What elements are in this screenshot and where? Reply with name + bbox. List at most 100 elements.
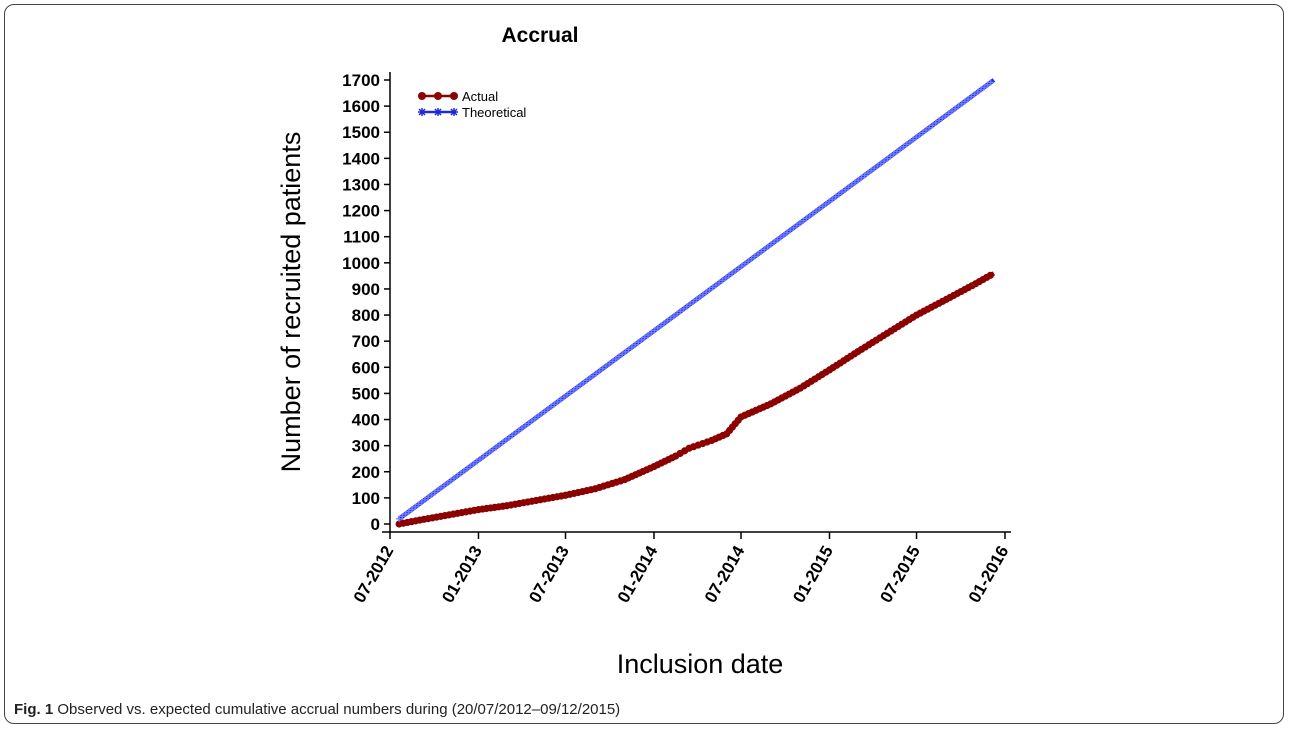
marker-theoretical (693, 296, 700, 303)
marker-theoretical (421, 496, 428, 503)
marker-theoretical (638, 336, 645, 343)
marker-theoretical (541, 408, 548, 415)
marker-theoretical (906, 139, 913, 146)
marker-theoretical (677, 308, 684, 315)
marker-theoretical (722, 274, 729, 281)
marker-theoretical (984, 81, 991, 88)
marker-theoretical (813, 208, 820, 215)
marker-theoretical (667, 315, 674, 322)
legend-label-theoretical: Theoretical (462, 105, 526, 120)
marker-theoretical (816, 205, 823, 212)
marker-theoretical (564, 391, 571, 398)
marker-theoretical (522, 422, 529, 429)
marker-theoretical (648, 329, 655, 336)
marker-theoretical (412, 503, 419, 510)
marker-theoretical (903, 141, 910, 148)
marker-theoretical (858, 174, 865, 181)
marker-theoretical (855, 177, 862, 184)
marker-theoretical (787, 227, 794, 234)
marker-theoretical (622, 348, 629, 355)
x-tick-label: 07-2014 (701, 542, 749, 606)
marker-theoretical (632, 341, 639, 348)
marker-theoretical (535, 413, 542, 420)
y-tick-label: 700 (352, 332, 380, 351)
y-tick-label: 1600 (342, 97, 380, 116)
x-tick-label: 07-2012 (350, 543, 398, 607)
y-tick-label: 800 (352, 306, 380, 325)
marker-theoretical (777, 234, 784, 241)
legend-marker-theoretical (450, 108, 458, 116)
marker-theoretical (916, 131, 923, 138)
marker-theoretical (974, 88, 981, 95)
marker-theoretical (971, 91, 978, 98)
marker-theoretical (961, 98, 968, 105)
marker-theoretical (544, 406, 551, 413)
marker-theoretical (700, 291, 707, 298)
marker-theoretical (842, 186, 849, 193)
marker-theoretical (764, 243, 771, 250)
legend-marker-theoretical (434, 108, 442, 116)
marker-theoretical (822, 201, 829, 208)
marker-theoretical (987, 79, 994, 86)
marker-theoretical (583, 377, 590, 384)
marker-theoretical (674, 310, 681, 317)
marker-theoretical (848, 181, 855, 188)
marker-theoretical (939, 115, 946, 122)
marker-theoretical (470, 460, 477, 467)
y-tick-label: 900 (352, 280, 380, 299)
marker-theoretical (835, 191, 842, 198)
marker-theoretical (742, 260, 749, 267)
marker-theoretical (567, 389, 574, 396)
marker-theoretical (625, 346, 632, 353)
marker-theoretical (809, 210, 816, 217)
y-tick-label: 100 (352, 489, 380, 508)
marker-theoretical (861, 172, 868, 179)
figure-caption: Fig. 1 Observed vs. expected cumulative … (14, 701, 620, 718)
marker-theoretical (405, 508, 412, 515)
marker-theoretical (444, 480, 451, 487)
legend-marker-theoretical (418, 108, 426, 116)
marker-theoretical (447, 477, 454, 484)
marker-theoretical (396, 515, 403, 522)
marker-theoretical (451, 475, 458, 482)
marker-theoretical (806, 212, 813, 219)
marker-theoretical (790, 224, 797, 231)
marker-theoretical (712, 282, 719, 289)
marker-theoretical (839, 189, 846, 196)
marker-theoretical (826, 198, 833, 205)
marker-theoretical (409, 506, 416, 513)
marker-actual (986, 271, 994, 279)
marker-theoretical (958, 100, 965, 107)
marker-theoretical (573, 384, 580, 391)
marker-theoretical (554, 398, 561, 405)
x-tick-label: 01-2015 (789, 543, 837, 607)
y-tick-label: 1200 (342, 202, 380, 221)
marker-theoretical (767, 241, 774, 248)
marker-theoretical (496, 441, 503, 448)
marker-theoretical (948, 108, 955, 115)
x-tick-label: 01-2013 (438, 543, 486, 607)
marker-theoretical (486, 449, 493, 456)
marker-theoretical (515, 427, 522, 434)
marker-theoretical (512, 429, 519, 436)
marker-theoretical (577, 382, 584, 389)
legend-label-actual: Actual (462, 89, 498, 104)
marker-theoretical (981, 84, 988, 91)
marker-theoretical (603, 363, 610, 370)
marker-theoretical (754, 251, 761, 258)
marker-theoretical (593, 370, 600, 377)
series-line-actual (398, 271, 996, 527)
marker-theoretical (454, 472, 461, 479)
marker-theoretical (612, 356, 619, 363)
marker-theoretical (758, 248, 765, 255)
marker-theoretical (502, 437, 509, 444)
marker-theoretical (729, 270, 736, 277)
marker-theoretical (476, 456, 483, 463)
marker-theoretical (771, 239, 778, 246)
marker-theoretical (683, 303, 690, 310)
marker-theoretical (664, 317, 671, 324)
marker-theoretical (586, 375, 593, 382)
marker-theoretical (428, 491, 435, 498)
marker-theoretical (784, 229, 791, 236)
x-tick-label: 01-2016 (965, 543, 1013, 607)
